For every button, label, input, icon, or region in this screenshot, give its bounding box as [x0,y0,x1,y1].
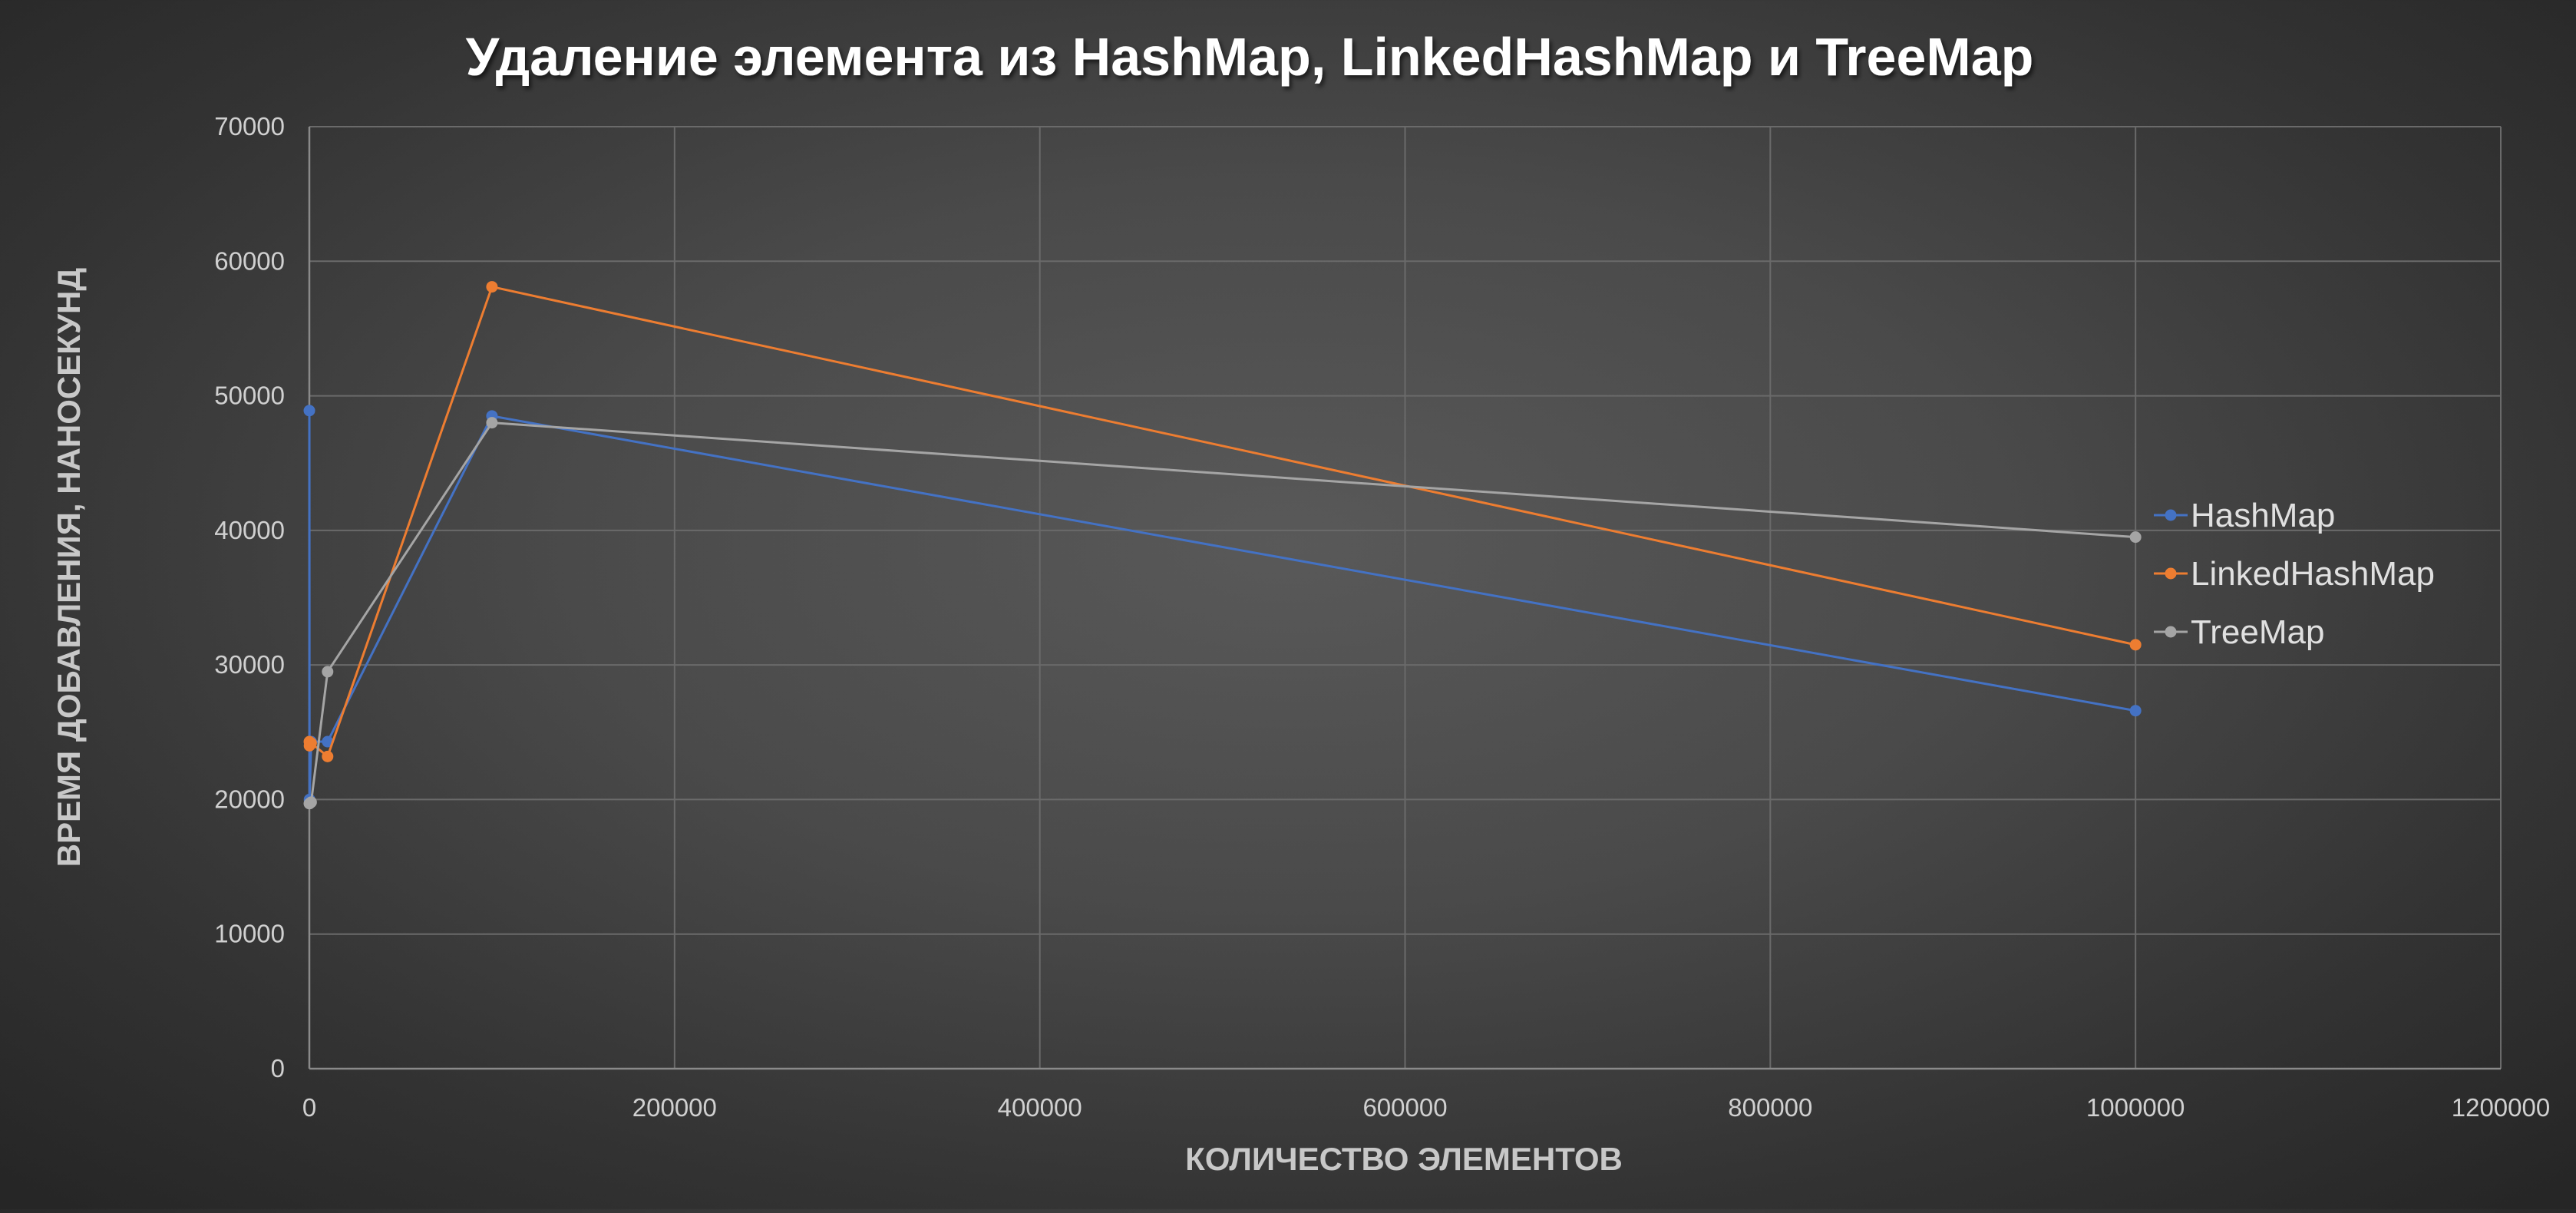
legend-label: LinkedHashMap [2191,555,2435,593]
data-point-linkedhashmap [486,281,498,293]
axes: 0 10000 20000 30000 40000 50000 60000 70000 0 200… [214,112,2550,1122]
data-point-linkedhashmap [2129,639,2142,651]
data-point-linkedhashmap [322,750,334,762]
series-line-treemap [308,421,2136,805]
data-point-hashmap [322,735,334,748]
series-linkedhashmap [303,281,2142,762]
chart-title: Удаление элемента из HashMap, LinkedHash… [466,27,2034,87]
series-hashmap [303,405,2142,805]
x-tick-label: 1200000 [2452,1093,2550,1122]
legend-item-linkedhashmap: LinkedHashMap [2154,555,2435,593]
legend-item-hashmap: HashMap [2154,497,2335,534]
legend-marker [2165,626,2177,638]
y-tick-label: 0 [271,1054,285,1082]
y-tick-label: 30000 [214,650,285,679]
x-axis-label: КОЛИЧЕСТВО ЭЛЕМЕНТОВ [1185,1141,1623,1177]
gridlines [309,126,2502,1069]
x-tick-label: 1000000 [2086,1093,2185,1122]
data-point-treemap [322,666,334,678]
series [303,281,2142,810]
x-tick-label: 600000 [1362,1093,1447,1122]
data-point-hashmap [303,405,315,417]
y-tick-label: 70000 [214,112,285,140]
x-tick-label: 800000 [1728,1093,1812,1122]
series-treemap [303,417,2142,810]
legend-label: HashMap [2191,497,2335,534]
legend-item-treemap: TreeMap [2154,613,2324,651]
y-tick-label: 50000 [214,382,285,410]
legend-label: TreeMap [2191,613,2324,651]
data-point-treemap [305,796,317,808]
y-tick-label: 10000 [214,920,285,948]
data-point-treemap [486,417,498,429]
x-tick-label: 0 [302,1093,316,1122]
legend-marker [2165,509,2177,521]
legend-marker [2165,567,2177,580]
data-point-hashmap [2129,705,2142,717]
data-point-linkedhashmap [305,737,317,749]
y-tick-label: 40000 [214,516,285,544]
y-axis-label: ВРЕМЯ ДОБАВЛЕНИЯ, НАНОСЕКУНД [51,268,87,868]
series-line-hashmap [308,410,2136,801]
y-tick-label: 20000 [214,785,285,813]
data-point-treemap [2129,531,2142,544]
series-line-linkedhashmap [308,286,2136,758]
y-tick-label: 60000 [214,246,285,275]
legend: HashMap LinkedHashMap TreeMap [2154,497,2435,651]
x-tick-label: 200000 [632,1093,717,1122]
x-tick-label: 400000 [998,1093,1082,1122]
